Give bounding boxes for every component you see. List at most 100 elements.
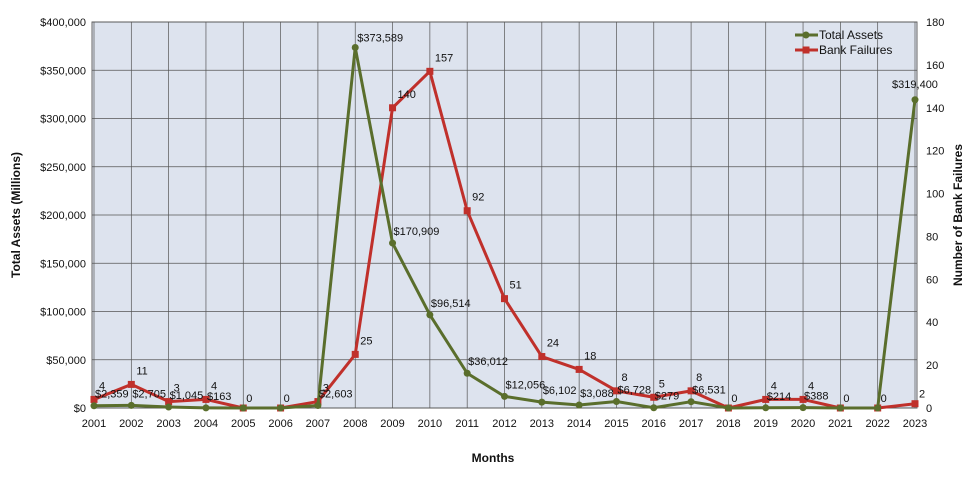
y-tick-label: $350,000 [40, 65, 86, 77]
bank-failures-point [650, 393, 658, 401]
bank-failures-point [389, 104, 397, 112]
bank-failures-label: 5 [659, 378, 665, 390]
total-assets-point [314, 401, 322, 409]
bank-failures-label: 0 [246, 393, 252, 405]
bank-failures-label: 0 [881, 393, 887, 405]
bank-failures-label: 3 [174, 383, 180, 395]
x-tick-label: 2016 [642, 418, 666, 430]
total-assets-point [687, 398, 695, 406]
y2-tick-label: 120 [926, 146, 944, 158]
total-assets-label: $12,056 [506, 379, 546, 391]
total-assets-point [538, 398, 546, 406]
legend-bank-failures-marker [802, 46, 810, 54]
total-assets-label: $163 [207, 391, 231, 403]
bank-failures-label: 92 [472, 192, 484, 204]
bank-failures-point [911, 400, 919, 408]
x-tick-label: 2001 [82, 418, 106, 430]
y2-tick-label: 0 [926, 403, 932, 415]
total-assets-point [165, 403, 173, 411]
y-tick-label: $250,000 [40, 162, 86, 174]
total-assets-point [874, 404, 882, 412]
y2-tick-label: 20 [926, 360, 938, 372]
total-assets-point [501, 392, 508, 400]
total-assets-point [799, 404, 807, 412]
x-tick-label: 2003 [156, 418, 180, 430]
right-axis-ticks: 0 20 40 60 80 100 120 140 160 180 [926, 17, 944, 415]
bank-failures-point [202, 395, 210, 403]
series-layer [90, 43, 919, 412]
total-assets-label: $36,012 [468, 356, 508, 368]
x-tick-label: 2017 [679, 418, 703, 430]
total-assets-point [127, 401, 135, 409]
legend: Total Assets Bank Failures [795, 28, 892, 57]
y2-tick-label: 160 [926, 60, 944, 72]
total-assets-label: $3,088 [580, 388, 614, 400]
total-assets-label: $6,102 [543, 385, 577, 397]
legend-total-assets-label: Total Assets [819, 28, 883, 42]
bank-failures-label: 51 [510, 280, 522, 292]
total-assets-point [389, 239, 397, 247]
total-assets-point [463, 369, 471, 377]
bank-failures-label: 8 [696, 372, 702, 384]
y2-tick-label: 40 [926, 317, 938, 329]
bank-failures-point [90, 395, 98, 403]
bank-failures-point [463, 207, 471, 215]
total-assets-point [762, 404, 770, 412]
bank-failures-label: 11 [136, 365, 147, 377]
y-tick-label: $50,000 [46, 355, 86, 367]
bank-failures-point [575, 365, 583, 373]
y2-tick-label: 140 [926, 103, 944, 115]
bank-failures-label: 8 [621, 372, 627, 384]
total-assets-point [836, 404, 844, 412]
x-axis-ticks: 2001 2002 2003 2004 2005 2006 2007 2008 2009 2010… [82, 418, 927, 430]
total-assets-label: $6,728 [617, 385, 651, 397]
x-tick-label: 2020 [791, 418, 815, 430]
bank-failures-point [612, 387, 620, 395]
total-assets-point [612, 398, 620, 406]
x-axis-title: Months [472, 451, 515, 465]
total-assets-label: $279 [655, 391, 679, 403]
x-tick-label: 2008 [343, 418, 367, 430]
x-tick-label: 2022 [865, 418, 889, 430]
bank-failures-label: 25 [360, 335, 372, 347]
x-tick-label: 2011 [455, 418, 479, 430]
x-tick-label: 2010 [418, 418, 442, 430]
total-assets-point [911, 96, 919, 104]
left-axis-ticks: $0 $50,000 $100,000 $150,000 $200,000 $250,00… [40, 17, 86, 415]
bank-failures-point [501, 295, 508, 303]
total-assets-point [202, 404, 210, 412]
bank-failures-label: 4 [808, 380, 814, 392]
total-assets-point [351, 43, 359, 51]
y-tick-label: $100,000 [40, 307, 86, 319]
bank-failures-label: 18 [584, 350, 596, 362]
bank-failures-point [127, 380, 135, 388]
bank-failures-label: 157 [435, 52, 453, 64]
y2-tick-label: 80 [926, 231, 938, 243]
y-tick-label: $0 [74, 403, 86, 415]
total-assets-label: $2,705 [132, 388, 166, 400]
total-assets-point [724, 404, 732, 412]
total-assets-point [239, 404, 247, 412]
total-assets-label: $2,359 [95, 389, 129, 401]
y-tick-label: $200,000 [40, 210, 86, 222]
total-assets-point [650, 404, 658, 412]
bank-failures-point [687, 387, 695, 395]
bank-failures-point [426, 67, 434, 75]
legend-total-assets-marker [802, 31, 810, 39]
y-tick-label: $400,000 [40, 17, 86, 29]
bank-failures-label: 4 [211, 380, 217, 392]
total-assets-label: $170,909 [394, 226, 440, 238]
x-tick-label: 2007 [306, 418, 330, 430]
y-tick-label: $150,000 [40, 258, 86, 270]
x-tick-label: 2009 [380, 418, 404, 430]
total-assets-label: $388 [804, 391, 828, 403]
bank-failures-label: 3 [323, 383, 329, 395]
x-tick-label: 2019 [753, 418, 777, 430]
data-labels: $2,359 $2,705 $1,045 $163 $2,603 $373,589 $170… [95, 32, 938, 405]
total-assets-label: $214 [767, 391, 791, 403]
total-assets-label: $1,045 [170, 390, 204, 402]
bank-failures-label: 2 [919, 389, 925, 401]
x-tick-label: 2004 [194, 418, 218, 430]
y2-tick-label: 60 [926, 274, 938, 286]
